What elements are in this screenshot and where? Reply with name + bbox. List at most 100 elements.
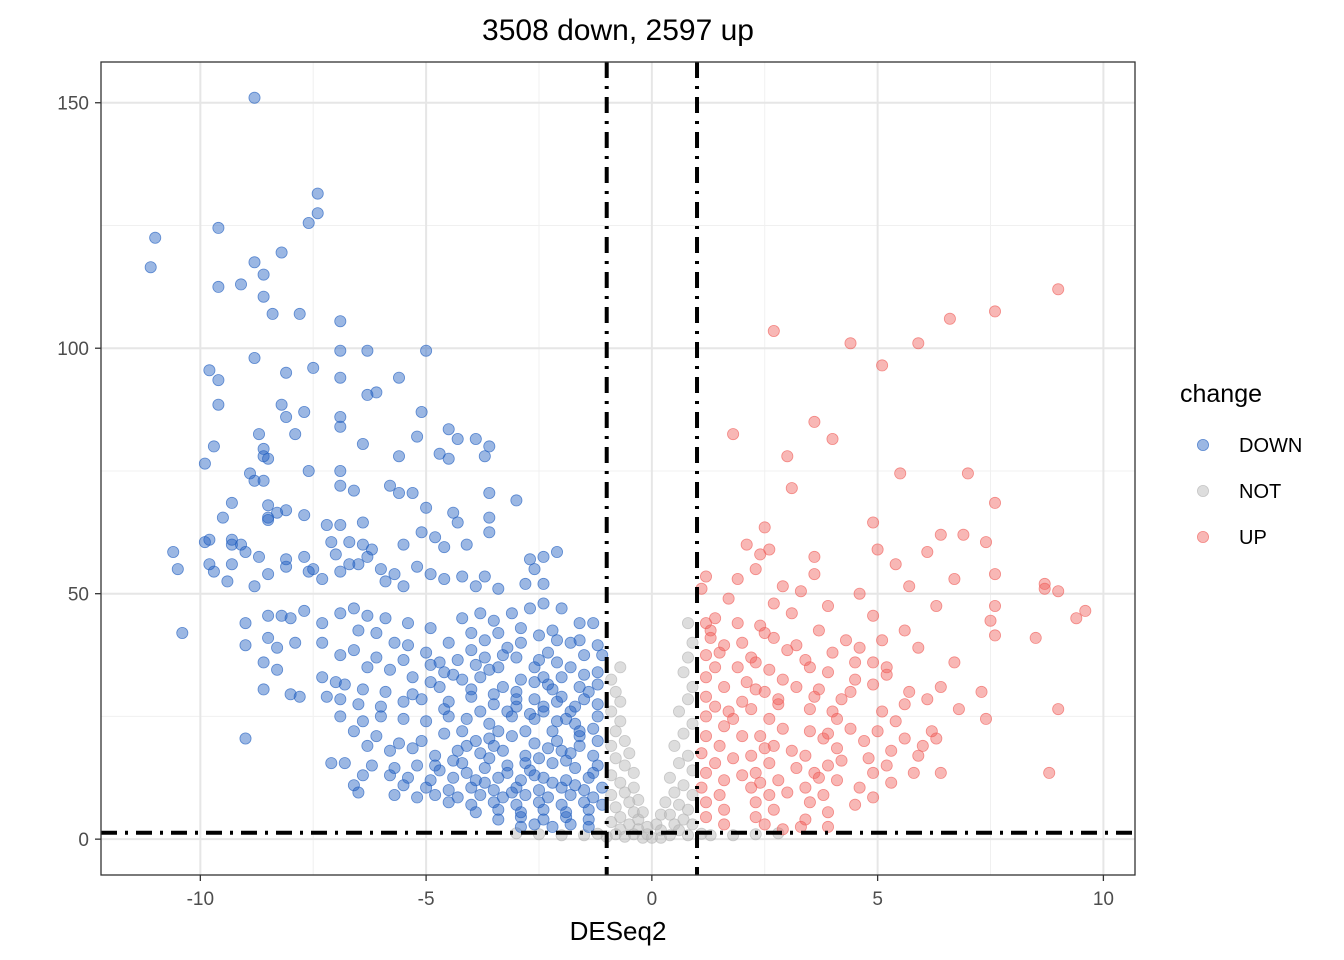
data-point-down	[492, 582, 505, 595]
data-point-up	[758, 685, 771, 698]
data-point-down	[465, 627, 478, 640]
data-point-down	[167, 546, 180, 559]
data-point-down	[519, 789, 532, 802]
data-point-not	[609, 801, 622, 814]
data-point-down	[334, 607, 347, 620]
data-point-down	[555, 671, 568, 684]
data-point-down	[465, 798, 478, 811]
data-point-down	[415, 405, 428, 418]
data-point-down	[591, 710, 604, 723]
data-point-down	[248, 351, 261, 364]
data-point-up	[745, 703, 758, 716]
data-point-up	[767, 803, 780, 816]
data-point-down	[406, 742, 419, 755]
data-point-down	[207, 440, 220, 453]
data-point-down	[492, 813, 505, 826]
data-point-up	[898, 732, 911, 745]
data-point-up	[700, 766, 713, 779]
data-point-down	[284, 688, 297, 701]
data-point-down	[487, 614, 500, 627]
data-point-up	[948, 656, 961, 669]
data-point-down	[447, 668, 460, 681]
data-point-down	[275, 246, 288, 259]
data-point-down	[356, 437, 369, 450]
data-point-up	[713, 789, 726, 802]
data-point-down	[474, 671, 487, 684]
data-point-down	[433, 764, 446, 777]
data-point-up	[794, 585, 807, 598]
data-point-down	[492, 803, 505, 816]
data-point-down	[392, 371, 405, 384]
data-point-down	[483, 752, 496, 765]
data-point-down	[537, 700, 550, 713]
data-point-down	[456, 612, 469, 625]
data-point-up	[754, 776, 767, 789]
data-point-up	[817, 732, 830, 745]
data-point-down	[424, 622, 437, 635]
data-point-down	[252, 428, 265, 441]
data-point-not	[654, 831, 667, 844]
data-point-up	[749, 811, 762, 824]
data-point-down	[591, 666, 604, 679]
data-point-up	[1070, 612, 1083, 625]
data-point-down	[478, 570, 491, 583]
data-point-down	[388, 789, 401, 802]
data-point-down	[257, 268, 270, 281]
data-point-down	[528, 676, 541, 689]
data-point-down	[325, 536, 338, 549]
data-point-down	[510, 494, 523, 507]
data-point-down	[573, 681, 586, 694]
data-point-up	[912, 749, 925, 762]
data-point-up	[943, 312, 956, 325]
data-point-down	[383, 769, 396, 782]
data-point-up	[862, 752, 875, 765]
data-point-down	[487, 688, 500, 701]
data-point-down	[415, 693, 428, 706]
data-point-down	[379, 612, 392, 625]
data-point-down	[519, 757, 532, 770]
data-point-not	[668, 786, 681, 799]
data-point-down	[262, 499, 275, 512]
data-point-down	[257, 290, 270, 303]
data-point-not	[614, 776, 627, 789]
data-point-not	[632, 793, 645, 806]
data-point-up	[831, 742, 844, 755]
data-point-down	[401, 639, 414, 652]
data-point-up	[934, 528, 947, 541]
data-point-down	[307, 361, 320, 374]
data-point-down	[555, 781, 568, 794]
data-point-down	[406, 671, 419, 684]
data-point-down	[356, 769, 369, 782]
data-point-down	[365, 759, 378, 772]
data-point-down	[383, 663, 396, 676]
data-point-down	[212, 398, 225, 411]
data-point-up	[781, 450, 794, 463]
data-point-down	[438, 541, 451, 554]
data-point-up	[853, 587, 866, 600]
data-point-down	[514, 622, 527, 635]
data-point-not	[686, 818, 699, 831]
data-point-down	[365, 543, 378, 556]
data-point-down	[469, 432, 482, 445]
data-point-down	[374, 700, 387, 713]
data-point-up	[867, 766, 880, 779]
x-tick-label: -5	[418, 889, 435, 910]
data-point-down	[578, 693, 591, 706]
data-point-down	[239, 617, 252, 630]
data-point-up	[776, 673, 789, 686]
data-point-down	[424, 774, 437, 787]
data-point-down	[505, 607, 518, 620]
data-point-down	[207, 565, 220, 578]
data-point-down	[298, 604, 311, 617]
data-point-down	[456, 757, 469, 770]
data-point-up	[831, 774, 844, 787]
data-point-down	[460, 712, 473, 725]
data-point-up	[853, 781, 866, 794]
data-point-up	[731, 661, 744, 674]
data-point-down	[474, 747, 487, 760]
data-point-up	[709, 661, 722, 674]
data-point-down	[216, 511, 229, 524]
data-point-up	[727, 752, 740, 765]
data-point-up	[758, 818, 771, 831]
